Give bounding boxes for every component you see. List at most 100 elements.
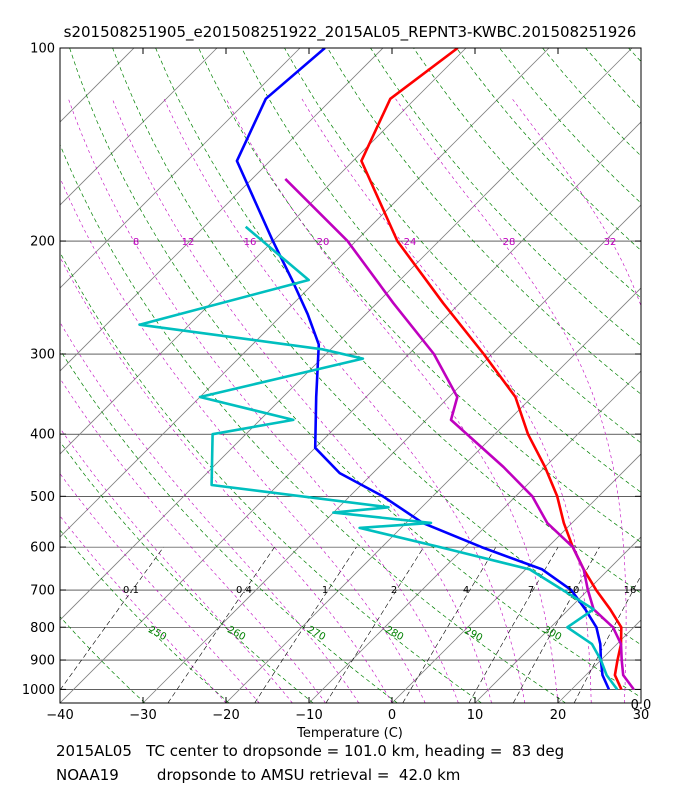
dry-adiabat-line	[499, 48, 641, 204]
x-tick-label: 20	[550, 708, 567, 723]
dry-adiabat-line	[672, 48, 700, 703]
mixing-ratio-line	[60, 546, 164, 691]
x-tick-label: 10	[467, 708, 484, 723]
chart-title: s201508251905_e201508251922_2015AL05_REP…	[64, 23, 637, 42]
dry-adiabat-line	[542, 48, 641, 157]
mixing-ratio-line	[512, 546, 600, 703]
dry-adiabat-line	[60, 529, 230, 703]
mixing-ratio-label: 0.4	[236, 585, 252, 596]
isotherm-line	[60, 48, 301, 289]
dry-adiabat-line	[69, 48, 641, 698]
isotherm-line	[60, 48, 218, 206]
dry-adiabat-line	[112, 48, 641, 646]
isotherm-line	[60, 48, 550, 538]
y-tick-label: 600	[30, 541, 55, 556]
y-tick-label: 300	[30, 348, 55, 363]
dry-adiabat-line	[60, 251, 482, 703]
dry-adiabat-line	[198, 48, 641, 543]
moist-adiabat-label: 8	[133, 237, 139, 248]
moist-adiabat-label: 24	[404, 237, 417, 248]
isotherm-line	[60, 48, 384, 372]
dry-adiabat-line	[241, 48, 641, 493]
moist-adiabat-line	[395, 98, 627, 703]
isotherm-line	[60, 48, 467, 455]
isotherm-line	[142, 204, 641, 703]
isotherm-line	[60, 121, 641, 703]
x-tick-label: −20	[212, 708, 239, 723]
dry-adiabat-line	[370, 48, 641, 347]
y-tick-label: 1000	[22, 683, 55, 698]
moist-adiabat-line	[225, 98, 559, 703]
dry-adiabat-line	[284, 48, 641, 444]
mixing-ratio-label: 1	[322, 585, 328, 596]
mixing-ratio-label: 10	[567, 585, 580, 596]
moist-adiabat-label: 28	[503, 237, 516, 248]
x-tick-label: 0	[388, 708, 396, 723]
isotherm-line	[474, 536, 641, 703]
y-tick-label: 900	[30, 654, 55, 669]
y-tick-label: 400	[30, 428, 55, 443]
isotherm-line	[60, 48, 135, 123]
profile-line-red	[360, 48, 623, 690]
mixing-ratio-line	[325, 546, 425, 703]
moist-adiabat-label: 16	[244, 237, 257, 248]
mixing-ratio-label: 16	[624, 585, 637, 596]
profile-line-cyan	[138, 225, 619, 691]
dry-adiabat-line	[60, 349, 398, 703]
moist-adiabat-line	[68, 98, 459, 703]
moist-adiabat-line	[60, 427, 293, 703]
dry-adiabat-line	[585, 48, 641, 110]
plot-frame	[59, 47, 642, 704]
plot-clip-group	[0, 48, 700, 703]
moist-adiabat-label: 32	[604, 237, 617, 248]
moist-adiabat-label: 20	[317, 237, 330, 248]
dry-adiabat-line	[60, 616, 146, 703]
y-tick-label: 200	[30, 235, 55, 250]
profile-line-blue	[235, 48, 611, 690]
isotherm-line	[0, 48, 51, 703]
caption-line-2: NOAA19 dropsonde to AMSU retrieval = 42.…	[56, 766, 461, 784]
moist-adiabat-line	[301, 98, 592, 703]
corner-label: 0.0	[631, 698, 652, 713]
mixing-ratio-label: 2	[391, 585, 397, 596]
caption-line-1: 2015AL05 TC center to dropsonde = 101.0 …	[56, 742, 565, 760]
mixing-ratio-label: 7	[528, 585, 534, 596]
isotherm-line	[557, 619, 641, 703]
mixing-ratio-label: 4	[463, 585, 469, 596]
mixing-ratio-line	[573, 575, 641, 703]
mixing-ratio-line	[254, 546, 357, 703]
moist-adiabat-line	[60, 256, 393, 703]
dry-adiabat-line	[628, 48, 641, 63]
isotherm-line	[225, 287, 641, 703]
moist-adiabat-label: 12	[182, 237, 195, 248]
dry-adiabat-line	[413, 48, 641, 299]
isotherm-line	[391, 453, 641, 703]
isotherm-line	[640, 702, 641, 703]
y-tick-label: 100	[30, 42, 55, 57]
x-tick-label: −10	[295, 708, 322, 723]
moist-adiabat-line	[60, 321, 360, 703]
moist-adiabat-line	[60, 377, 326, 703]
y-tick-label: 700	[30, 584, 55, 599]
profile-line-magenta	[284, 177, 635, 691]
x-tick-label: 30	[633, 708, 650, 723]
y-tick-label: 800	[30, 621, 55, 636]
isotherm-line	[60, 48, 633, 621]
moist-adiabat-line	[112, 98, 492, 703]
dry-adiabat-line	[60, 143, 566, 703]
isotherm-line	[308, 370, 641, 703]
moist-adiabat-line	[60, 177, 426, 703]
mixing-ratio-line	[167, 546, 275, 703]
moist-adiabat-line	[650, 99, 700, 703]
dry-adiabat-label: 290	[462, 625, 484, 644]
dry-adiabat-line	[456, 48, 641, 251]
x-axis-label: Temperature (C)	[296, 726, 403, 741]
mixing-ratio-label: 0.1	[123, 585, 139, 596]
x-tick-label: −40	[46, 708, 73, 723]
moist-adiabat-line	[60, 515, 227, 703]
dry-adiabat-line	[60, 701, 61, 703]
x-tick-label: −30	[129, 708, 156, 723]
dry-adiabat-line	[327, 48, 641, 395]
